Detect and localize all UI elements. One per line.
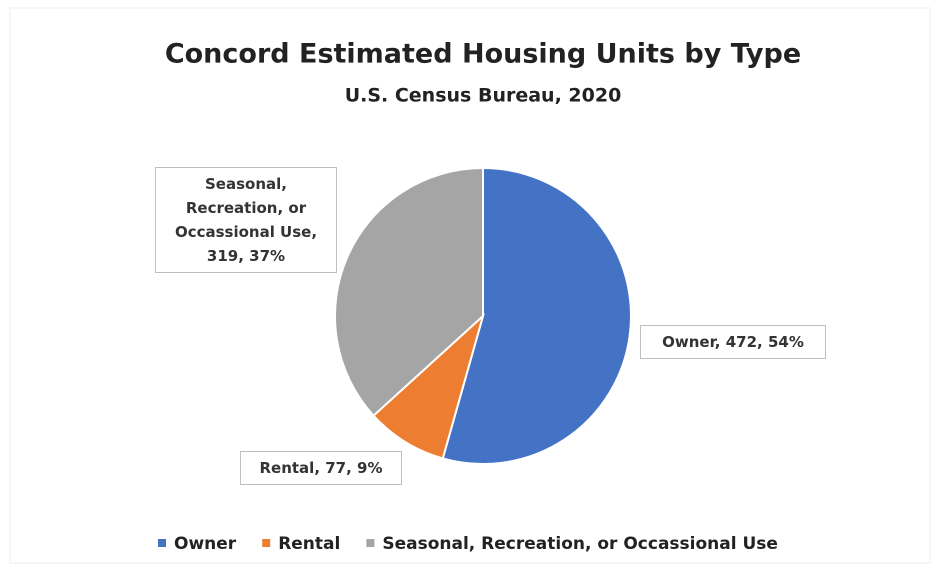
pie-slice xyxy=(334,166,484,418)
legend-swatch xyxy=(158,539,166,547)
legend-label: Owner xyxy=(174,534,237,554)
chart-subtitle: U.S. Census Bureau, 2020 xyxy=(345,85,622,107)
legend-swatch xyxy=(366,539,375,547)
data-label: Owner, 472, 54% xyxy=(640,325,826,359)
chart-title: Concord Estimated Housing Units by Type xyxy=(165,39,801,70)
legend-swatch xyxy=(262,539,271,547)
legend-label: Seasonal, Recreation, or Occassional Use xyxy=(382,534,778,554)
data-label: Seasonal, Recreation, or Occassional Use… xyxy=(155,167,337,273)
pie-slice xyxy=(441,166,632,465)
data-label: Rental, 77, 9% xyxy=(240,451,402,485)
pie-slice xyxy=(372,312,485,460)
legend-label: Rental xyxy=(278,534,340,554)
